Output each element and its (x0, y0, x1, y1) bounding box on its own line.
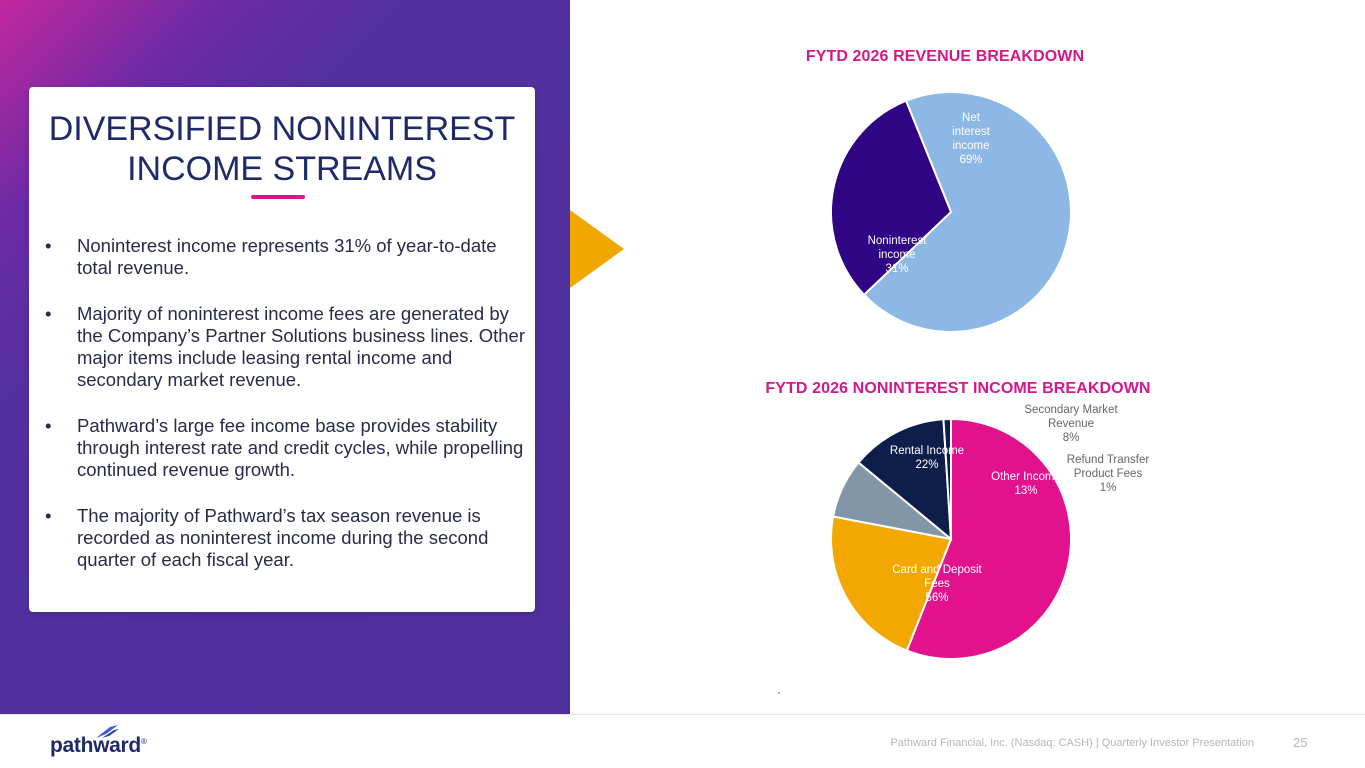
logo-wing-icon (96, 725, 119, 738)
bullet-item: • The majority of Pathward’s tax season r… (45, 505, 525, 571)
footer-caption: Pathward Financial, Inc. (Nasdaq: CASH) … (890, 737, 1254, 749)
pie-data-label: Noninterest income 31% (868, 235, 928, 275)
pie-charts: Net interest income 69% Noninterest income 31%… (830, 91, 1150, 660)
bullet-symbol: • (45, 415, 52, 436)
pie-slice-net-interest-income (862, 91, 1072, 333)
logo-text: pathward® (50, 734, 147, 757)
pie-data-label: Secondary Market Revenue 8% (1024, 404, 1118, 444)
bullet-item: • Pathward’s large fee income base provid… (45, 415, 525, 481)
content-card: DIVERSIFIED NONINTEREST INCOME STREAMS •… (29, 87, 535, 612)
page-number: 25 (1293, 735, 1308, 750)
bullet-text: Pathward’s large fee income base provide… (77, 415, 524, 480)
pie-slice-rental-income (830, 515, 953, 652)
pie-slice-noninterest-income (830, 99, 953, 297)
bullet-symbol: • (45, 303, 52, 324)
chart-title-noninterest: FYTD 2026 NONINTEREST INCOME BREAKDOWN (765, 380, 1151, 397)
bullet-list: • Noninterest income represents 31% of ye… (45, 235, 525, 595)
decorative-dot (778, 692, 780, 694)
pie-slice-card-and-deposit-fees (905, 417, 1072, 660)
arrow-pointer-icon (570, 210, 624, 288)
pie-slice-other-income (857, 418, 953, 542)
pathward-logo[interactable]: pathward® (50, 724, 160, 760)
pie-data-label: Net interest income 69% (952, 112, 991, 166)
footer-divider (0, 714, 1365, 715)
bullet-symbol: • (45, 505, 52, 526)
bullet-item: • Majority of noninterest income fees are… (45, 303, 525, 391)
bullet-item: • Noninterest income represents 31% of ye… (45, 235, 525, 279)
pie-data-label: Other Income 13% (991, 471, 1061, 497)
pie-data-label: Refund Transfer Product Fees 1% (1067, 454, 1150, 494)
bullet-text: Majority of noninterest income fees are … (77, 303, 526, 390)
bullet-text: The majority of Pathward’s tax season re… (77, 505, 489, 570)
page-title: DIVERSIFIED NONINTEREST INCOME STREAMS (48, 110, 516, 188)
chart-title-revenue: FYTD 2026 REVENUE BREAKDOWN (805, 48, 1085, 65)
bullet-symbol: • (45, 235, 52, 256)
pie-data-label: Rental Income 22% (890, 445, 964, 471)
title-underline (251, 195, 305, 199)
bullet-text: Noninterest income represents 31% of yea… (77, 235, 497, 278)
pie-data-label: Card and Deposit Fees 56% (892, 564, 982, 604)
pie-slice-refund-transfer-product-fees (942, 417, 952, 540)
